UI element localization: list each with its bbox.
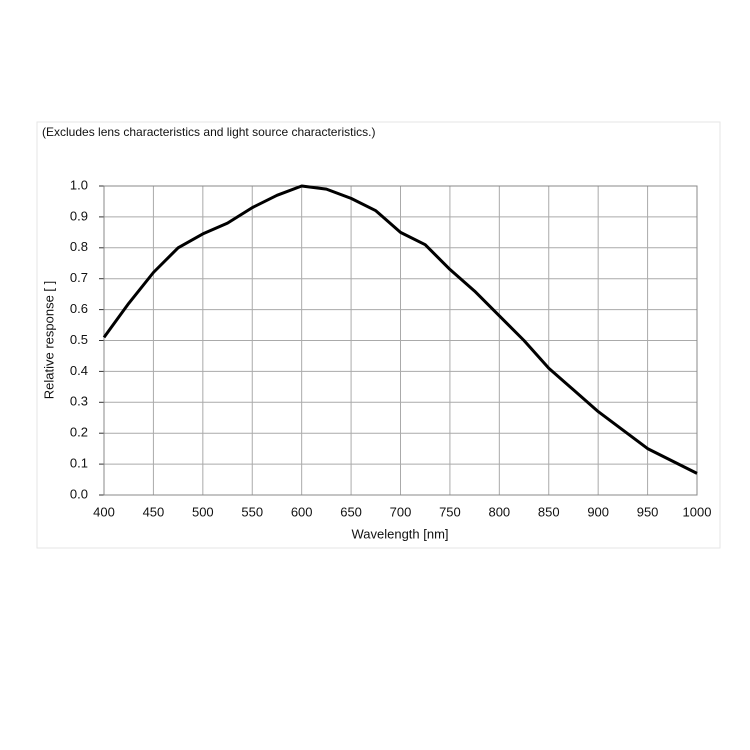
x-tick-label: 400 [93,504,115,519]
x-tick-label: 700 [390,504,412,519]
panel [36,121,721,549]
x-tick-label: 750 [439,504,461,519]
line [102,184,698,475]
x-axis-label: Wavelength [nm] [351,526,448,541]
annotation: (Excludes lens characteristics and light… [42,125,375,139]
x-tick-label: 500 [192,504,214,519]
x-tick-label: 850 [538,504,560,519]
y-tick-label: 0.1 [70,456,88,471]
x-tick-label: 950 [637,504,659,519]
x-tick-label: 900 [587,504,609,519]
y-tick-label: 0.7 [70,270,88,285]
y-tick-label: 0.5 [70,332,88,347]
x-tick-label: 600 [291,504,313,519]
x-tick-label: 450 [143,504,165,519]
x-tick-label: 650 [340,504,362,519]
y-tick-label: 1.0 [70,177,88,192]
x-tick-label: 1000 [683,504,712,519]
x-tick-label: 800 [488,504,510,519]
y-tick-label: 0.9 [70,208,88,223]
y-tick-label: 0.0 [70,486,88,501]
plot-frame [103,185,698,496]
y-tick-label: 0.2 [70,425,88,440]
y-tick-label: 0.6 [70,301,88,316]
y-tick-label: 0.3 [70,394,88,409]
y-tick-label: 0.4 [70,363,88,378]
x-tick-label: 550 [241,504,263,519]
y-tick-label: 0.8 [70,239,88,254]
y-axis-label: Relative response [ ] [41,281,56,400]
